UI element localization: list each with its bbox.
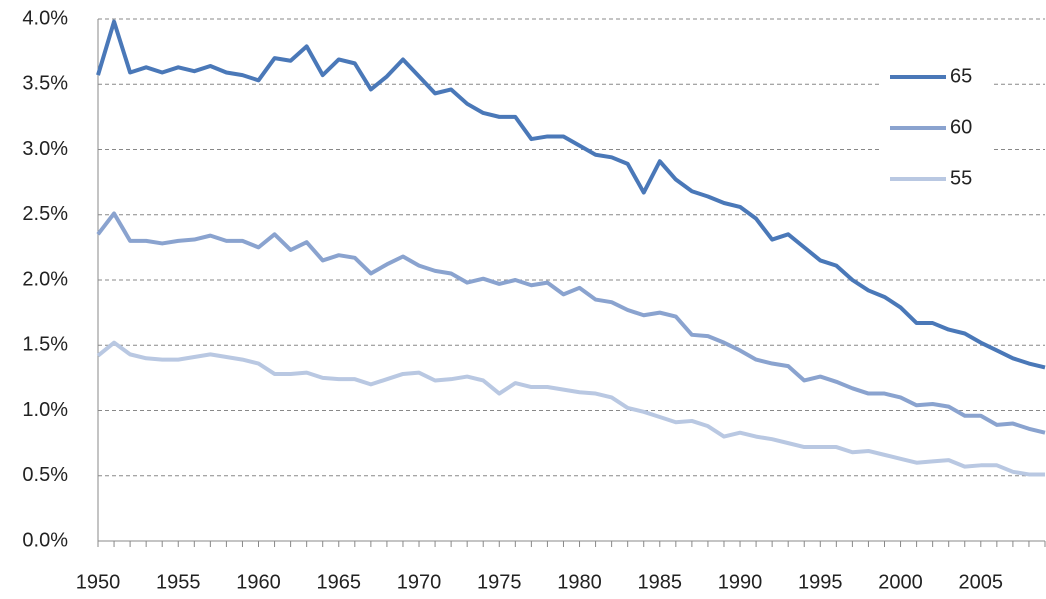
y-tick-label: 3.5%: [22, 73, 68, 95]
y-tick-label: 0.0%: [22, 529, 68, 551]
legend-label: 65: [950, 65, 972, 87]
y-tick-label: 2.5%: [22, 203, 68, 225]
x-tick-label: 1985: [638, 571, 683, 593]
y-tick-label: 0.5%: [22, 464, 68, 486]
y-tick-label: 1.5%: [22, 334, 68, 356]
series-line: [96, 340, 1045, 477]
x-tick-label: 1950: [76, 571, 121, 593]
y-tick-label: 4.0%: [22, 7, 68, 29]
x-tick-label: 1970: [397, 571, 442, 593]
x-tick-label: 1955: [156, 571, 201, 593]
x-tick-label: 1995: [798, 571, 843, 593]
series-line: [96, 211, 1046, 435]
x-tick-label: 1965: [317, 571, 362, 593]
x-tick-label: 1990: [718, 571, 763, 593]
x-tick-label: 1980: [557, 571, 602, 593]
x-tick-label: 1975: [477, 571, 522, 593]
y-tick-label: 2.0%: [22, 268, 68, 290]
x-tick-label: 2000: [878, 571, 923, 593]
y-tick-label: 3.0%: [22, 138, 68, 160]
legend-label: 55: [950, 167, 972, 189]
x-tick-label: 1960: [236, 571, 281, 593]
series-line: [96, 19, 1046, 370]
x-tick-label: 2005: [959, 571, 1004, 593]
legend-label: 60: [950, 116, 972, 138]
y-tick-label: 1.0%: [22, 399, 68, 421]
